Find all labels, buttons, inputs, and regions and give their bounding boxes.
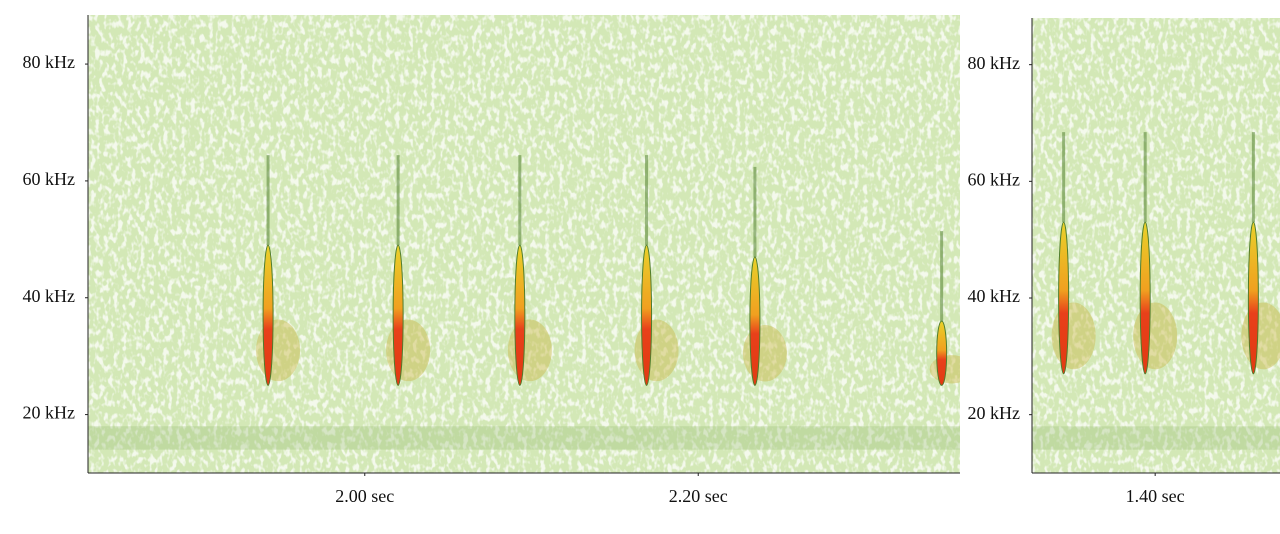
y-tick-label: 20 kHz: [23, 403, 76, 423]
plot-area: [1032, 18, 1280, 473]
call: [386, 155, 431, 386]
call: [929, 231, 960, 386]
noise: [1032, 18, 1280, 473]
y-tick-label: 80 kHz: [968, 53, 1021, 73]
low-noise-band: [1032, 426, 1280, 450]
call: [256, 155, 301, 386]
y-tick-label: 40 kHz: [23, 286, 76, 306]
call-body: [1247, 221, 1259, 375]
x-tick-label: 1.40 sec: [1126, 486, 1185, 506]
call: [742, 166, 787, 386]
y-tick-label: 20 kHz: [968, 403, 1021, 423]
y-tick-label: 80 kHz: [23, 52, 76, 72]
y-tick-label: 40 kHz: [968, 286, 1021, 306]
call: [1133, 132, 1178, 375]
y-tick-label: 60 kHz: [968, 169, 1021, 189]
call-body: [392, 244, 404, 386]
call-body: [514, 244, 526, 386]
noise: [88, 15, 960, 473]
x-tick-label: 2.20 sec: [669, 486, 728, 506]
plot-area: [88, 15, 960, 473]
call-body: [936, 320, 948, 386]
call-body: [1058, 221, 1070, 375]
y-tick-label: 60 kHz: [23, 169, 76, 189]
low-noise-band: [88, 426, 960, 450]
call-body: [262, 244, 274, 386]
call: [1051, 132, 1096, 375]
call-body: [1139, 221, 1151, 375]
call-body: [749, 256, 761, 386]
call: [1241, 132, 1280, 375]
call: [507, 155, 552, 386]
x-tick-label: 2.00 sec: [335, 486, 394, 506]
call-body: [641, 244, 653, 386]
call: [634, 155, 679, 386]
